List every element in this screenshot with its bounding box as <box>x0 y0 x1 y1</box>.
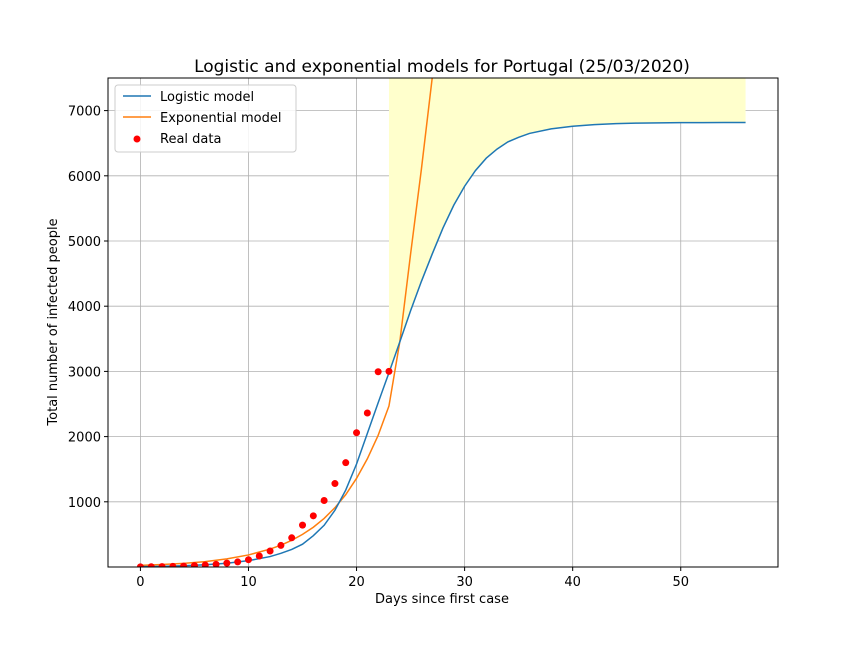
legend-box <box>114 84 297 153</box>
legend-real-swatch <box>133 135 141 143</box>
real-data-point <box>288 534 296 542</box>
real-data-point <box>244 556 252 564</box>
x-tick-label: 40 <box>564 575 581 590</box>
real-data-point <box>212 560 220 567</box>
y-tick-label: 5000 <box>68 235 101 250</box>
y-tick-label: 7000 <box>68 105 101 120</box>
real-data-point <box>136 563 144 567</box>
y-tick-label: 2000 <box>68 431 101 446</box>
real-data-point <box>180 562 188 567</box>
real-data-point <box>374 368 382 376</box>
legend-real-label: Real data <box>160 132 221 147</box>
real-data-point <box>353 429 361 437</box>
real-data-point <box>363 409 371 417</box>
y-axis-label: Total number of infected people <box>46 218 61 426</box>
real-data-point <box>299 521 307 529</box>
legend-exponential-label: Exponential model <box>160 111 282 126</box>
real-data-points <box>136 367 393 567</box>
y-axis-ticks: 1000 2000 3000 4000 5000 6000 7000 <box>68 105 108 511</box>
uncertainty-band <box>388 78 746 373</box>
real-data-point <box>320 496 328 504</box>
real-data-point <box>190 562 198 567</box>
real-data-point <box>385 367 393 375</box>
real-data-point <box>277 541 285 549</box>
x-tick-label: 10 <box>240 575 257 590</box>
real-data-point <box>234 558 242 566</box>
y-tick-label: 1000 <box>68 496 101 511</box>
y-tick-label: 6000 <box>68 170 101 185</box>
real-data-point <box>169 562 177 567</box>
x-tick-label: 20 <box>348 575 365 590</box>
series-layer <box>140 78 746 567</box>
x-tick-label: 30 <box>456 575 473 590</box>
x-axis-ticks: 0 10 20 30 40 50 <box>136 567 689 590</box>
legend-logistic-label: Logistic model <box>160 90 254 105</box>
real-data-point <box>331 480 339 488</box>
logistic-model-line <box>140 121 746 567</box>
chart-title: Logistic and exponential models for Port… <box>194 57 690 77</box>
real-data-point <box>201 561 209 567</box>
x-tick-label: 50 <box>672 575 689 590</box>
y-tick-label: 3000 <box>68 365 101 380</box>
band-fill <box>388 78 746 373</box>
grid <box>108 78 778 567</box>
plot-frame <box>107 77 779 568</box>
y-tick-label: 4000 <box>68 300 101 315</box>
real-data-point <box>147 563 155 567</box>
real-data-point <box>223 559 231 567</box>
real-data-point <box>158 563 166 567</box>
real-data-point <box>309 512 317 520</box>
x-axis-label: Days since first case <box>375 592 509 607</box>
real-data-point <box>266 547 274 555</box>
x-tick-label: 0 <box>136 575 144 590</box>
exponential-model-line <box>140 78 433 567</box>
real-data-point <box>342 459 350 467</box>
real-data-point <box>255 552 263 560</box>
legend: Logistic model Exponential model Real da… <box>114 84 297 153</box>
